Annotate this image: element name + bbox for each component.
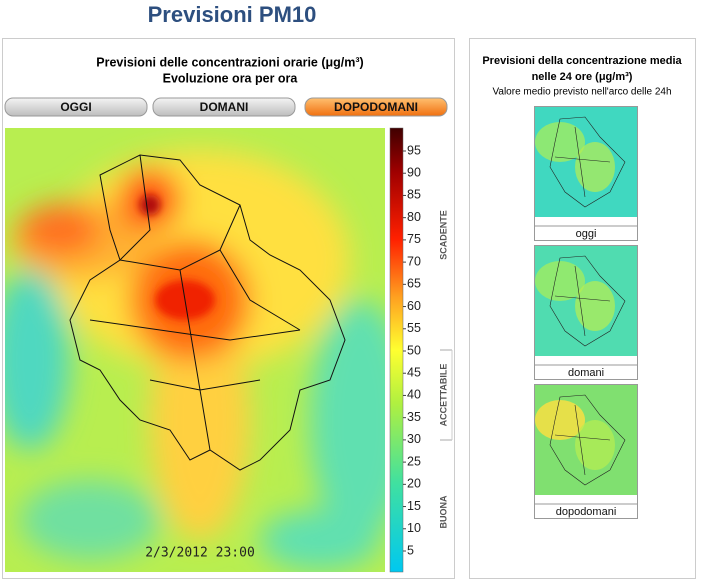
thumbnail-blob — [535, 400, 585, 440]
tab-button[interactable] — [304, 97, 448, 117]
category-label: ACCETTABILE — [438, 364, 448, 427]
tab-label: OGGI — [60, 100, 91, 114]
colorbar-label: 35 — [407, 410, 421, 424]
colorbar-label: 5 — [407, 543, 414, 557]
tab-label: DOMANI — [200, 100, 249, 114]
colorbar-label: 50 — [407, 343, 421, 357]
colorbar-label: 90 — [407, 166, 421, 180]
colorbar-label: 55 — [407, 321, 421, 335]
thumbnail-outline — [549, 116, 626, 208]
thumbnail-caption: domani — [568, 367, 604, 379]
colorbar-label: 65 — [407, 277, 421, 291]
panel-title: Evoluzione ora per ora — [163, 71, 299, 85]
page-title: Previsioni PM10 — [148, 2, 317, 27]
panel-title: Previsioni delle concentrazioni orarie (… — [96, 55, 363, 69]
side-title: Previsioni della concentrazione media — [482, 55, 682, 67]
thumbnail-blob — [575, 281, 615, 331]
colorbar-label: 60 — [407, 299, 421, 313]
category-label: BUONA — [438, 495, 448, 528]
colorbar — [389, 127, 404, 573]
thumbnail-blob — [575, 142, 615, 192]
colorbar-label: 45 — [407, 366, 421, 380]
thumbnail-outline — [549, 255, 626, 347]
thumbnail-outline — [549, 394, 626, 486]
side-title: nelle 24 ore (μg/m³) — [532, 71, 633, 83]
thumbnail-caption: dopodomani — [556, 506, 617, 518]
colorbar-label: 10 — [407, 521, 421, 535]
colorbar-label: 95 — [407, 143, 421, 157]
category-label: SCADENTE — [438, 210, 448, 260]
colorbar-label: 15 — [407, 499, 421, 513]
colorbar-label: 85 — [407, 188, 421, 202]
tab-button[interactable] — [4, 97, 148, 117]
colorbar-label: 25 — [407, 454, 421, 468]
thumbnail-blob — [535, 122, 585, 162]
thumbnail-caption: oggi — [576, 228, 597, 240]
thumbnail-blob — [535, 261, 585, 301]
tab-button[interactable] — [152, 97, 296, 117]
timestamp: 2/3/2012 23:00 — [145, 546, 255, 561]
colorbar-label: 75 — [407, 232, 421, 246]
tab-label: DOPODOMANI — [334, 100, 418, 114]
map — [5, 128, 385, 572]
colorbar-label: 40 — [407, 388, 421, 402]
colorbar-label: 70 — [407, 254, 421, 268]
colorbar-label: 20 — [407, 477, 421, 491]
colorbar-label: 30 — [407, 432, 421, 446]
colorbar-label: 80 — [407, 210, 421, 224]
thumbnail-blob — [575, 420, 615, 470]
side-subtitle: Valore medio previsto nell'arco delle 24… — [492, 87, 671, 98]
